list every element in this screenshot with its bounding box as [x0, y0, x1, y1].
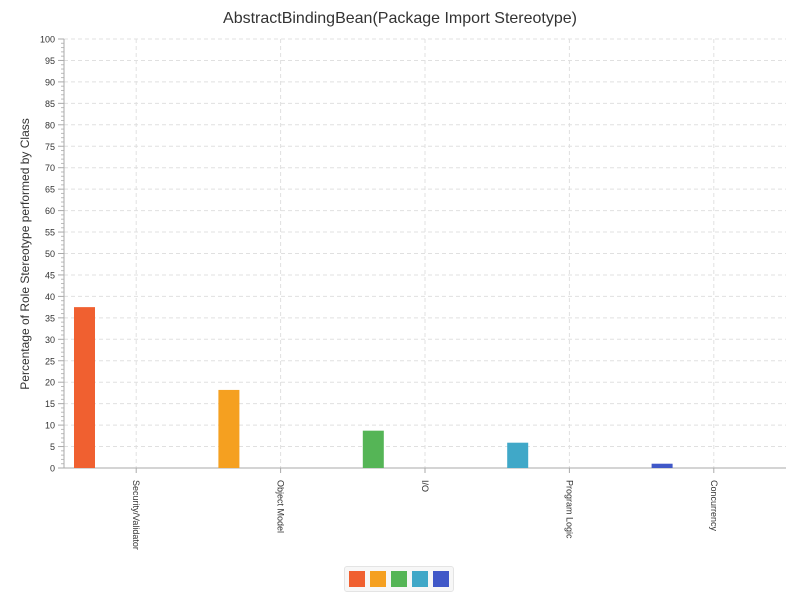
- y-tick-label: 60: [45, 206, 55, 216]
- legend-swatch: [370, 571, 386, 587]
- y-tick-label: 70: [45, 163, 55, 173]
- x-tick-label: I/O: [420, 480, 430, 492]
- y-tick-label: 65: [45, 185, 55, 195]
- legend-swatch: [412, 571, 428, 587]
- bar: [74, 307, 95, 468]
- y-tick-label: 75: [45, 142, 55, 152]
- chart-title: AbstractBindingBean(Package Import Stere…: [223, 10, 577, 27]
- y-tick-label: 15: [45, 399, 55, 409]
- bar: [362, 430, 384, 468]
- y-tick-label: 40: [45, 292, 55, 302]
- legend: [344, 566, 454, 592]
- y-tick-label: 5: [50, 442, 55, 452]
- y-tick-label: 100: [40, 35, 55, 45]
- legend-swatch: [349, 571, 365, 587]
- y-tick-label: 55: [45, 228, 55, 238]
- y-axis-label: Percentage of Role Stereotype performed …: [18, 118, 32, 389]
- y-tick-label: 25: [45, 356, 55, 366]
- x-tick-label: Security/Validator: [131, 480, 141, 550]
- x-tick-label: Object Model: [276, 480, 286, 533]
- y-tick-label: 30: [45, 335, 55, 345]
- y-tick-label: 10: [45, 421, 55, 431]
- y-tick-label: 85: [45, 99, 55, 109]
- grid: [64, 38, 786, 468]
- tick-labels: 0 5 10 15 20 25 30 35 40 45 50 55 60 65 70 75 80 85 90 95 10…: [40, 35, 719, 550]
- bar: [218, 389, 240, 468]
- y-tick-label: 80: [45, 120, 55, 130]
- bar: [651, 463, 673, 468]
- y-tick-label: 90: [45, 77, 55, 87]
- y-tick-label: 0: [50, 464, 55, 474]
- bar: [507, 442, 529, 468]
- x-tick-label: Concurrency: [709, 480, 719, 532]
- y-tick-label: 20: [45, 378, 55, 388]
- x-tick-label: Program Logic: [564, 480, 574, 539]
- y-tick-label: 50: [45, 249, 55, 259]
- y-tick-label: 35: [45, 313, 55, 323]
- y-tick-label: 95: [45, 56, 55, 66]
- y-tick-label: 45: [45, 270, 55, 280]
- legend-swatch: [433, 571, 449, 587]
- bars: [74, 307, 673, 468]
- legend-swatch: [391, 571, 407, 587]
- axes: [58, 38, 786, 473]
